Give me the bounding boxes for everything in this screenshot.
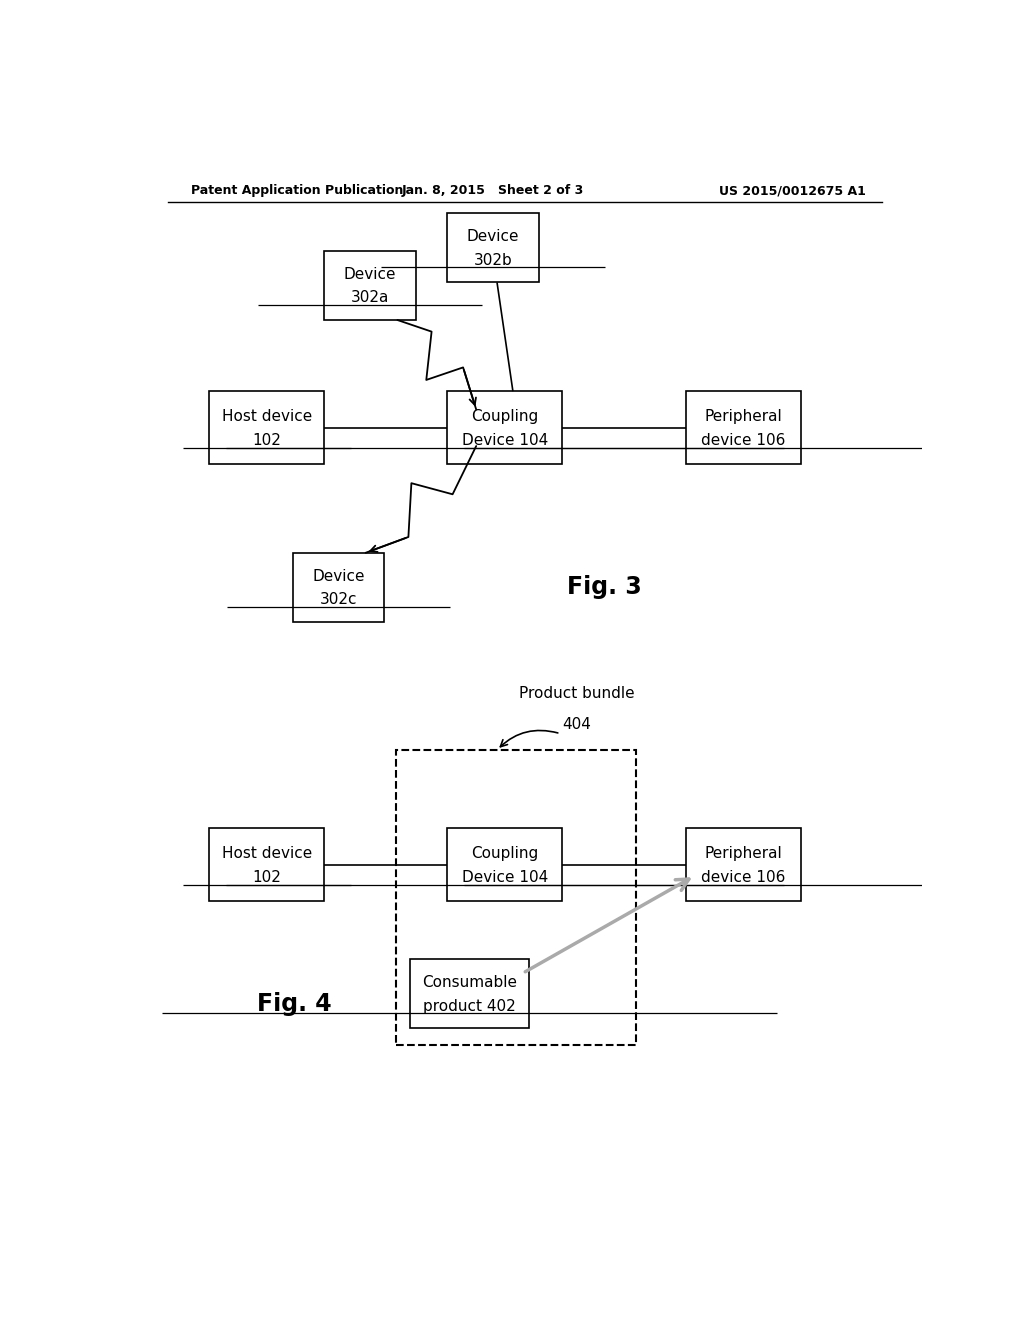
- Bar: [325, 251, 416, 319]
- Text: Fig. 3: Fig. 3: [567, 576, 641, 599]
- Text: Product bundle: Product bundle: [518, 686, 634, 701]
- Text: Host device: Host device: [222, 846, 312, 861]
- Text: Jan. 8, 2015   Sheet 2 of 3: Jan. 8, 2015 Sheet 2 of 3: [402, 185, 584, 198]
- Text: Peripheral: Peripheral: [705, 846, 782, 861]
- Bar: [209, 828, 325, 902]
- Bar: [447, 391, 562, 465]
- Bar: [396, 750, 636, 1044]
- Text: Device: Device: [344, 267, 396, 282]
- Text: Device 104: Device 104: [462, 433, 548, 449]
- Text: product 402: product 402: [423, 999, 516, 1014]
- Text: 102: 102: [253, 870, 282, 886]
- Text: 404: 404: [562, 718, 591, 733]
- Text: 302c: 302c: [319, 593, 357, 607]
- Text: 302b: 302b: [474, 253, 512, 268]
- Bar: [410, 960, 528, 1028]
- Bar: [293, 553, 384, 622]
- Text: Consumable: Consumable: [422, 975, 517, 990]
- Bar: [685, 391, 801, 465]
- Text: Coupling: Coupling: [471, 408, 539, 424]
- Bar: [447, 214, 539, 282]
- Text: Fig. 4: Fig. 4: [257, 993, 332, 1016]
- Text: 102: 102: [253, 433, 282, 449]
- Text: Coupling: Coupling: [471, 846, 539, 861]
- Text: Peripheral: Peripheral: [705, 408, 782, 424]
- Text: device 106: device 106: [700, 870, 785, 886]
- Text: Device: Device: [312, 569, 365, 583]
- Bar: [447, 828, 562, 902]
- Text: Patent Application Publication: Patent Application Publication: [191, 185, 403, 198]
- Bar: [685, 828, 801, 902]
- Text: Host device: Host device: [222, 408, 312, 424]
- Text: 302a: 302a: [351, 290, 389, 305]
- Bar: [209, 391, 325, 465]
- Text: device 106: device 106: [700, 433, 785, 449]
- Text: Device: Device: [467, 230, 519, 244]
- Text: US 2015/0012675 A1: US 2015/0012675 A1: [719, 185, 866, 198]
- Text: Device 104: Device 104: [462, 870, 548, 886]
